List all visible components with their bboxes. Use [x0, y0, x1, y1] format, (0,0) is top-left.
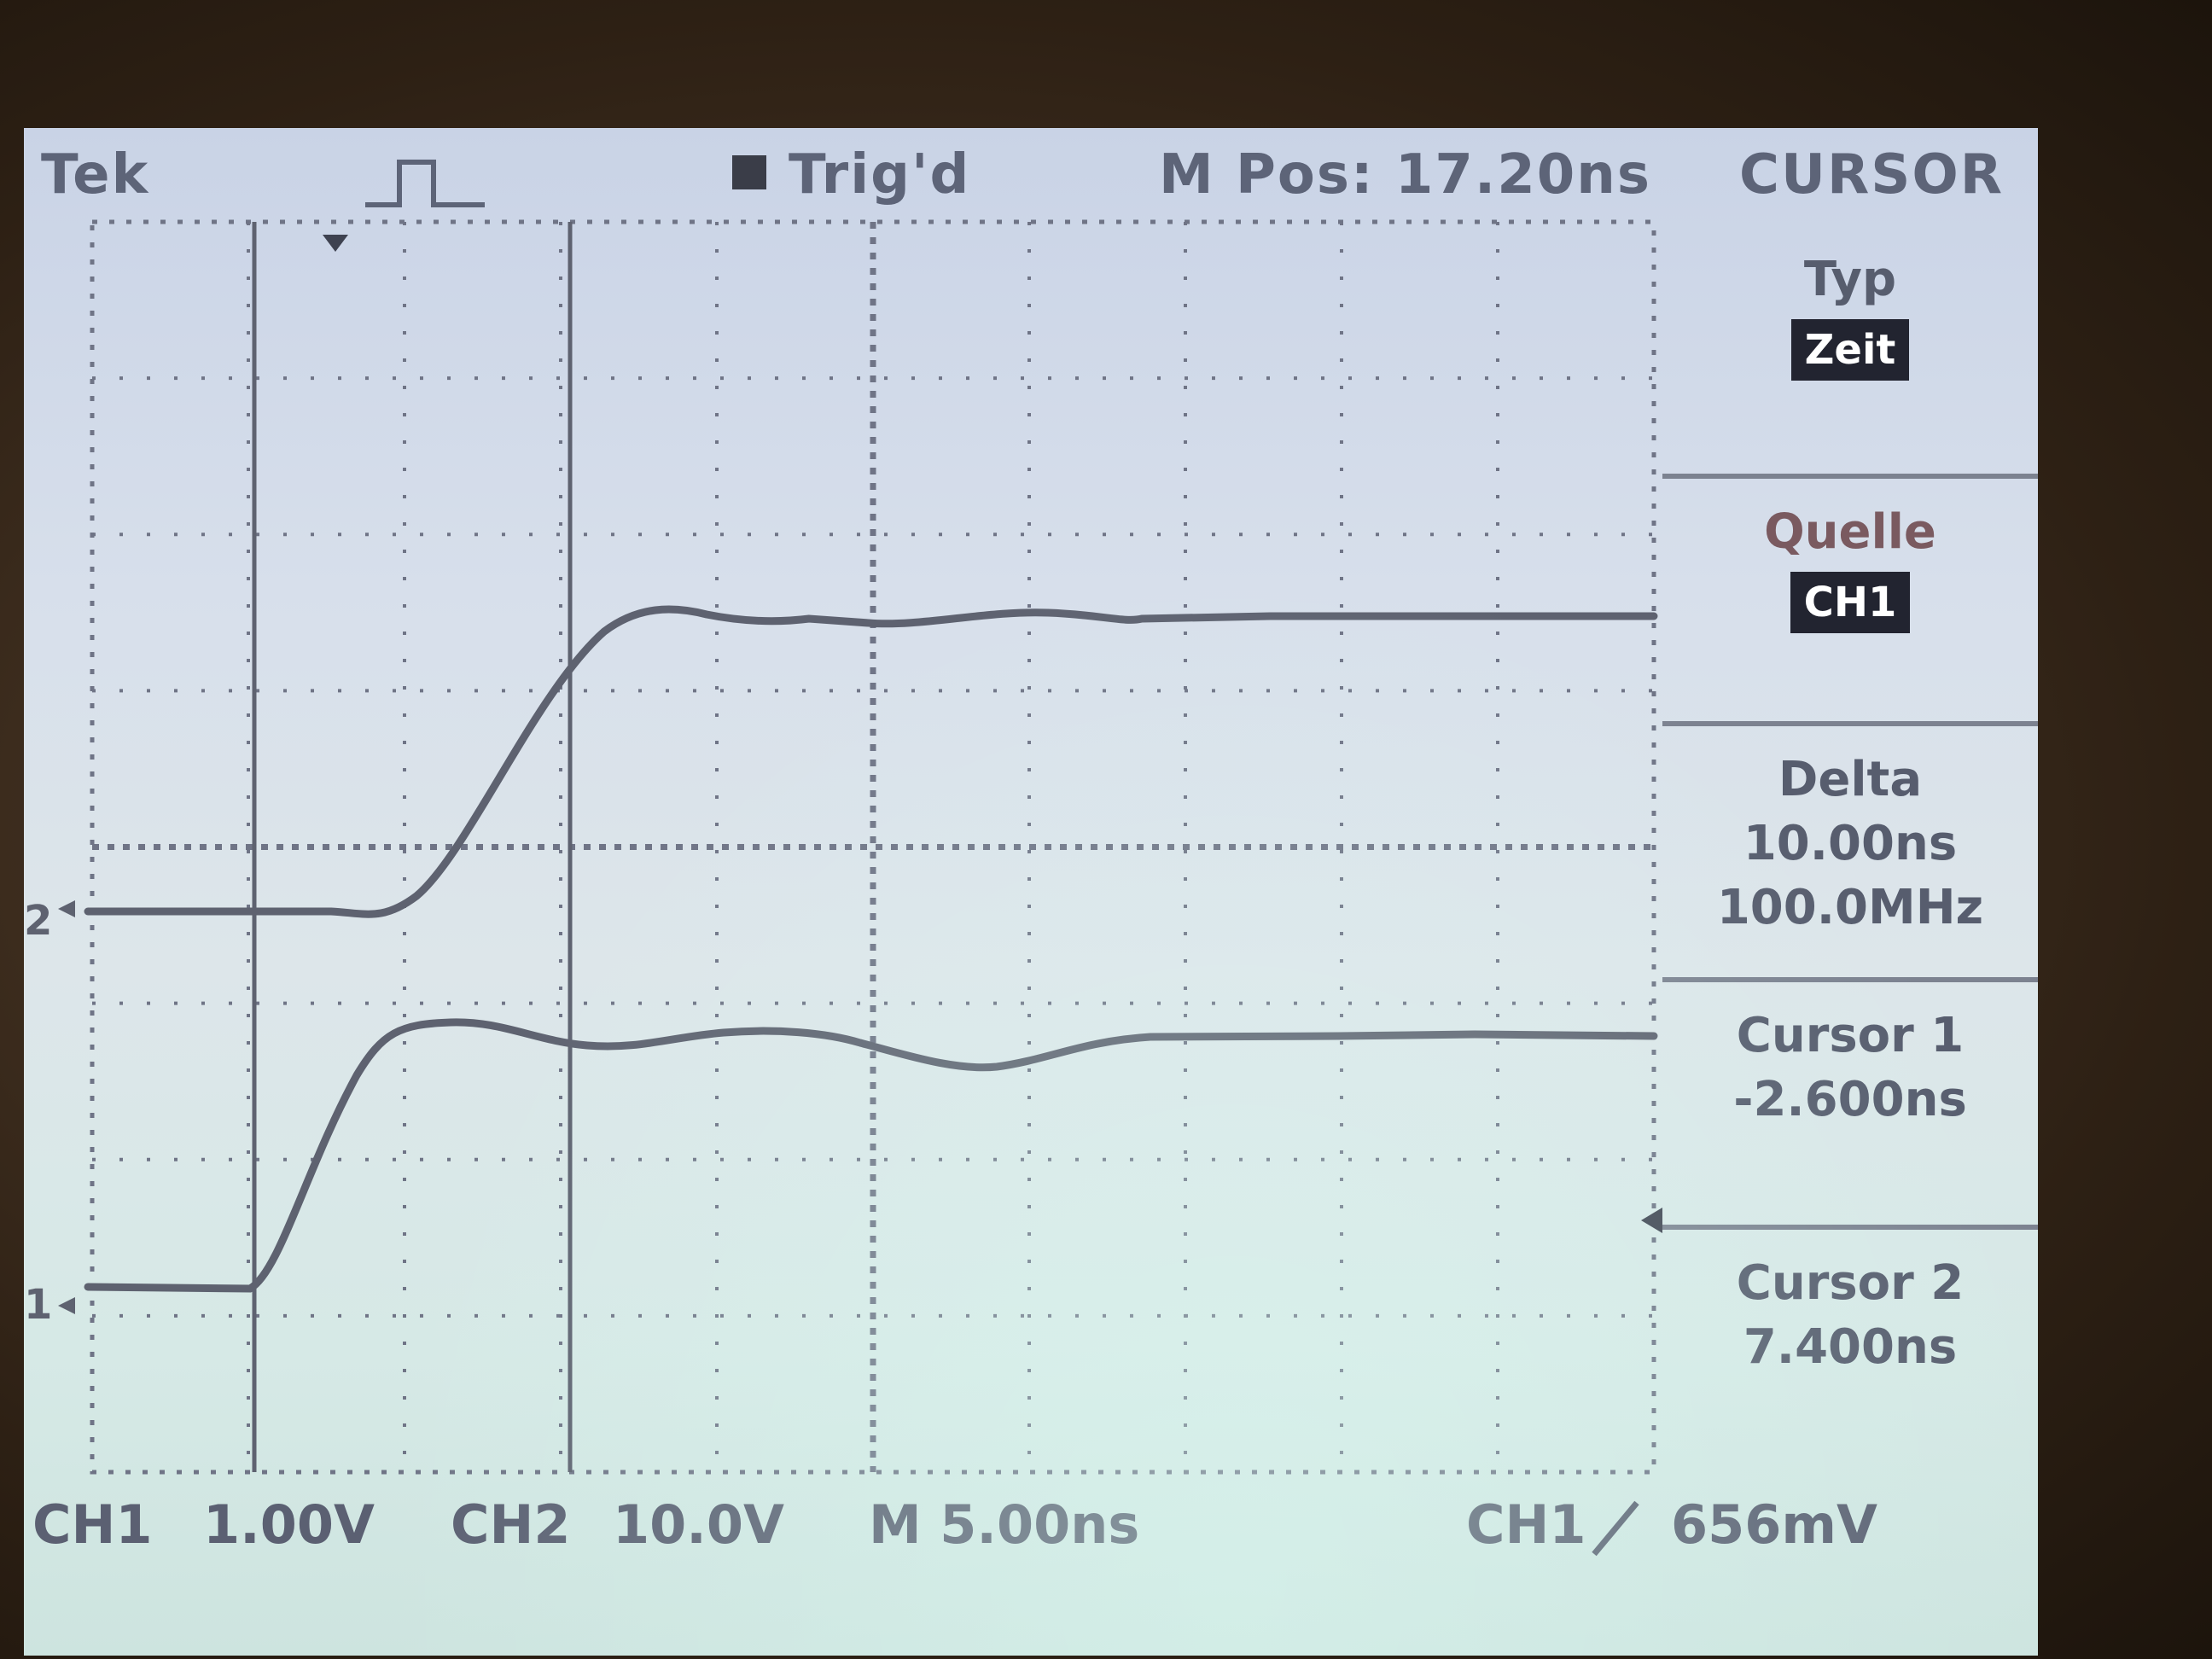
cursor-2-value: 7.400ns: [1743, 1319, 1958, 1375]
ch1-marker-arrow-icon: [58, 1297, 75, 1314]
ch2-marker-arrow-icon: [58, 900, 75, 917]
cursor-source-button[interactable]: Quelle CH1: [1662, 474, 2038, 726]
cursor-1-value: -2.600ns: [1733, 1072, 1967, 1127]
timebase-readout: M 5.00ns: [869, 1493, 1140, 1556]
channel-status-bar: CH1 1.00V CH2 10.0V M 5.00ns CH1 656mV: [24, 1476, 2038, 1579]
cursor-2-button[interactable]: Cursor 2 7.400ns: [1662, 1225, 2038, 1486]
cursor-menu: Typ Zeit Quelle CH1 Delta 10.00ns 100.0M…: [1662, 226, 2038, 1600]
graticule-border: [90, 219, 1656, 1475]
trigger-position-icon: [365, 160, 485, 207]
cursor-type-button[interactable]: Typ Zeit: [1662, 226, 2038, 474]
trigger-level: 656mV: [1671, 1493, 1878, 1556]
scope-screen: Tek Trig'd M Pos: 17.20ns CURSOR 2 1 Typ…: [24, 128, 2038, 1656]
cursor-type-value: Zeit: [1790, 319, 1910, 381]
cursor-type-label: Typ: [1803, 252, 1897, 307]
trigger-source: CH1: [1466, 1493, 1586, 1556]
waveform-display: 2 1: [24, 219, 1662, 1475]
graticule: [90, 219, 1656, 1475]
cursor-2-label: Cursor 2: [1736, 1255, 1965, 1311]
status-bar: Tek Trig'd M Pos: 17.20ns CURSOR: [24, 128, 2038, 213]
delta-frequency-value: 100.0MHz: [1716, 880, 1984, 935]
trigger-status: Trig'd: [732, 143, 970, 207]
brand-logo: Tek: [41, 143, 150, 207]
ch2-label: CH2: [451, 1493, 571, 1556]
ch1-scale: 1.00V: [203, 1493, 375, 1556]
ch2-trace: [84, 605, 1658, 918]
cursor-source-label: Quelle: [1764, 504, 1936, 560]
trigger-level-marker-icon: [1641, 1208, 1662, 1233]
ch2-ground-marker: 2: [24, 897, 52, 945]
delta-label: Delta: [1778, 752, 1923, 807]
cursor-delta-readout: Delta 10.00ns 100.0MHz: [1662, 721, 2038, 982]
trigger-point-marker-icon: [323, 235, 348, 252]
ch1-ground-marker: 1: [24, 1281, 52, 1329]
cursor-source-value: CH1: [1790, 572, 1911, 633]
delta-time-value: 10.00ns: [1743, 816, 1958, 871]
ch2-scale: 10.0V: [613, 1493, 784, 1556]
main-position-readout: M Pos: 17.20ns: [1159, 143, 1651, 207]
menu-title: CURSOR: [1739, 143, 2004, 207]
cursor-1-label: Cursor 1: [1736, 1008, 1965, 1063]
cursor-1-button[interactable]: Cursor 1 -2.600ns: [1662, 977, 2038, 1230]
ch1-label: CH1: [32, 1493, 153, 1556]
rising-edge-icon: [1592, 1500, 1639, 1557]
ch1-trace: [84, 1018, 1658, 1293]
